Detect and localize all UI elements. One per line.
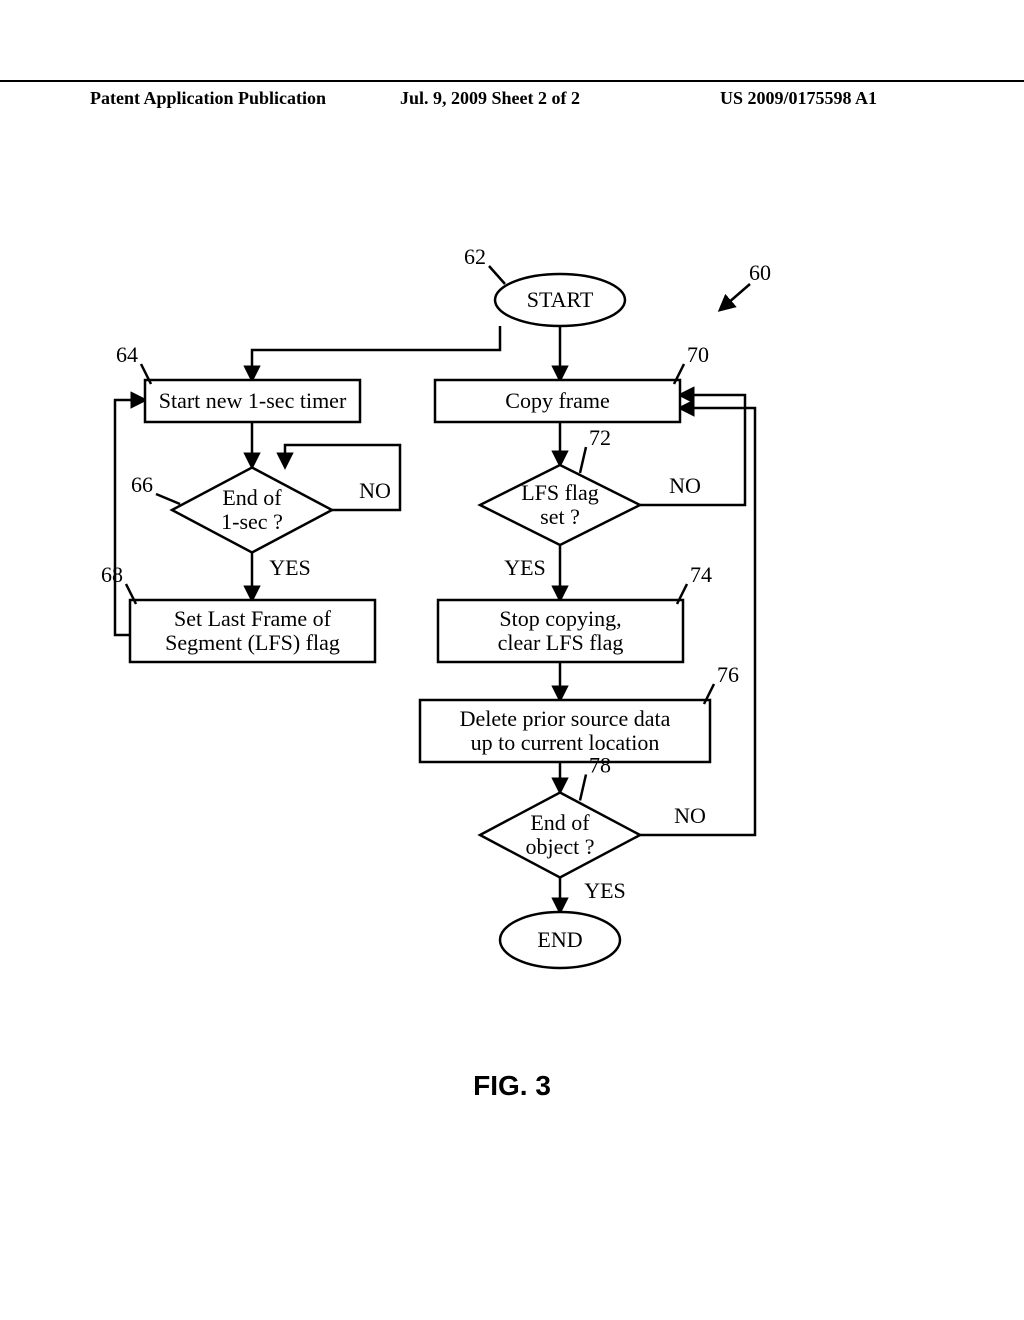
svg-text:set ?: set ? — [540, 504, 580, 529]
svg-text:68: 68 — [101, 562, 123, 587]
svg-text:Start new 1-sec timer: Start new 1-sec timer — [159, 388, 347, 413]
svg-text:1-sec ?: 1-sec ? — [221, 509, 283, 534]
hdr-right: US 2009/0175598 A1 — [720, 88, 877, 109]
svg-text:YES: YES — [584, 878, 626, 903]
svg-text:Copy frame: Copy frame — [505, 388, 609, 413]
svg-text:Delete prior source data: Delete prior source data — [460, 706, 671, 731]
hdr-left: Patent Application Publication — [90, 88, 326, 109]
svg-text:74: 74 — [690, 562, 712, 587]
svg-text:72: 72 — [589, 425, 611, 450]
svg-text:up to current location: up to current location — [471, 730, 660, 755]
svg-text:End of: End of — [530, 810, 590, 835]
figure-label: FIG. 3 — [0, 1070, 1024, 1102]
svg-text:64: 64 — [116, 342, 138, 367]
svg-text:NO: NO — [674, 803, 706, 828]
svg-text:YES: YES — [269, 555, 311, 580]
svg-text:60: 60 — [749, 260, 771, 285]
svg-text:62: 62 — [464, 244, 486, 269]
svg-text:66: 66 — [131, 472, 153, 497]
svg-text:Segment (LFS) flag: Segment (LFS) flag — [165, 630, 340, 655]
svg-text:clear LFS flag: clear LFS flag — [498, 630, 624, 655]
svg-text:76: 76 — [717, 662, 739, 687]
svg-text:70: 70 — [687, 342, 709, 367]
svg-text:YES: YES — [504, 555, 546, 580]
svg-text:START: START — [527, 287, 594, 312]
hdr-mid: Jul. 9, 2009 Sheet 2 of 2 — [400, 88, 580, 109]
svg-text:End of: End of — [222, 485, 282, 510]
svg-text:NO: NO — [359, 478, 391, 503]
flowchart: NO YES NO YES NO YES START 62 Start new 1-sec ti… — [0, 240, 1024, 1140]
svg-text:END: END — [537, 927, 582, 952]
svg-text:Set Last Frame of: Set Last Frame of — [174, 606, 332, 631]
svg-text:NO: NO — [669, 473, 701, 498]
svg-text:Stop copying,: Stop copying, — [499, 606, 621, 631]
svg-text:78: 78 — [589, 753, 611, 778]
page-header: Patent Application Publication Jul. 9, 2… — [0, 80, 1024, 88]
svg-text:object ?: object ? — [525, 834, 594, 859]
svg-text:LFS flag: LFS flag — [521, 480, 599, 505]
